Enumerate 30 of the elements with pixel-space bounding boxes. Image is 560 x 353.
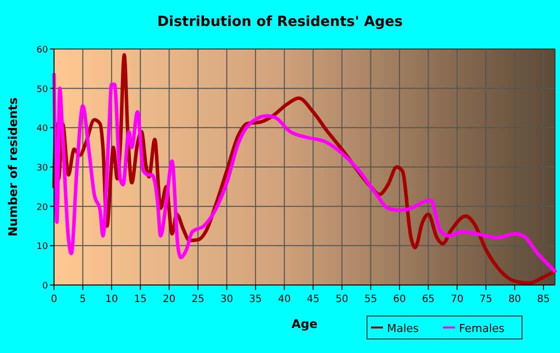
x-tick-label: 35 (249, 294, 262, 305)
y-tick-label: 20 (36, 202, 48, 213)
x-tick-label: 55 (364, 294, 378, 305)
x-tick-label: 45 (306, 294, 320, 305)
x-tick-label: 0 (50, 294, 58, 305)
x-tick-label: 20 (162, 294, 176, 305)
x-tick-label: 70 (450, 294, 464, 305)
x-tick-label: 50 (336, 294, 348, 305)
x-tick-label: 25 (192, 294, 204, 305)
x-tick-label: 30 (220, 294, 234, 305)
x-tick-label: 10 (105, 294, 118, 305)
x-tick-label: 15 (134, 294, 147, 305)
x-tick-label: 75 (480, 294, 492, 305)
y-tick-label: 30 (36, 164, 48, 174)
y-tick-label: 0 (42, 282, 48, 292)
y-tick-label: 10 (36, 242, 48, 252)
legend-label: Males (387, 322, 420, 335)
x-tick-label: 5 (80, 294, 86, 305)
legend-label: Females (459, 322, 505, 335)
x-tick-label: 65 (422, 294, 435, 305)
y-tick-label: 60 (36, 46, 48, 56)
x-tick-label: 40 (278, 294, 291, 305)
y-tick-label: 50 (36, 84, 48, 95)
chart-title: Distribution of Residents' Ages (157, 14, 403, 30)
x-axis-title: Age (291, 317, 318, 331)
x-tick-label: 85 (537, 294, 550, 305)
y-tick-label: 40 (36, 124, 48, 134)
x-tick-label: 80 (508, 294, 522, 305)
y-axis-title: Number of residents (6, 97, 20, 237)
x-tick-label: 60 (393, 294, 406, 305)
